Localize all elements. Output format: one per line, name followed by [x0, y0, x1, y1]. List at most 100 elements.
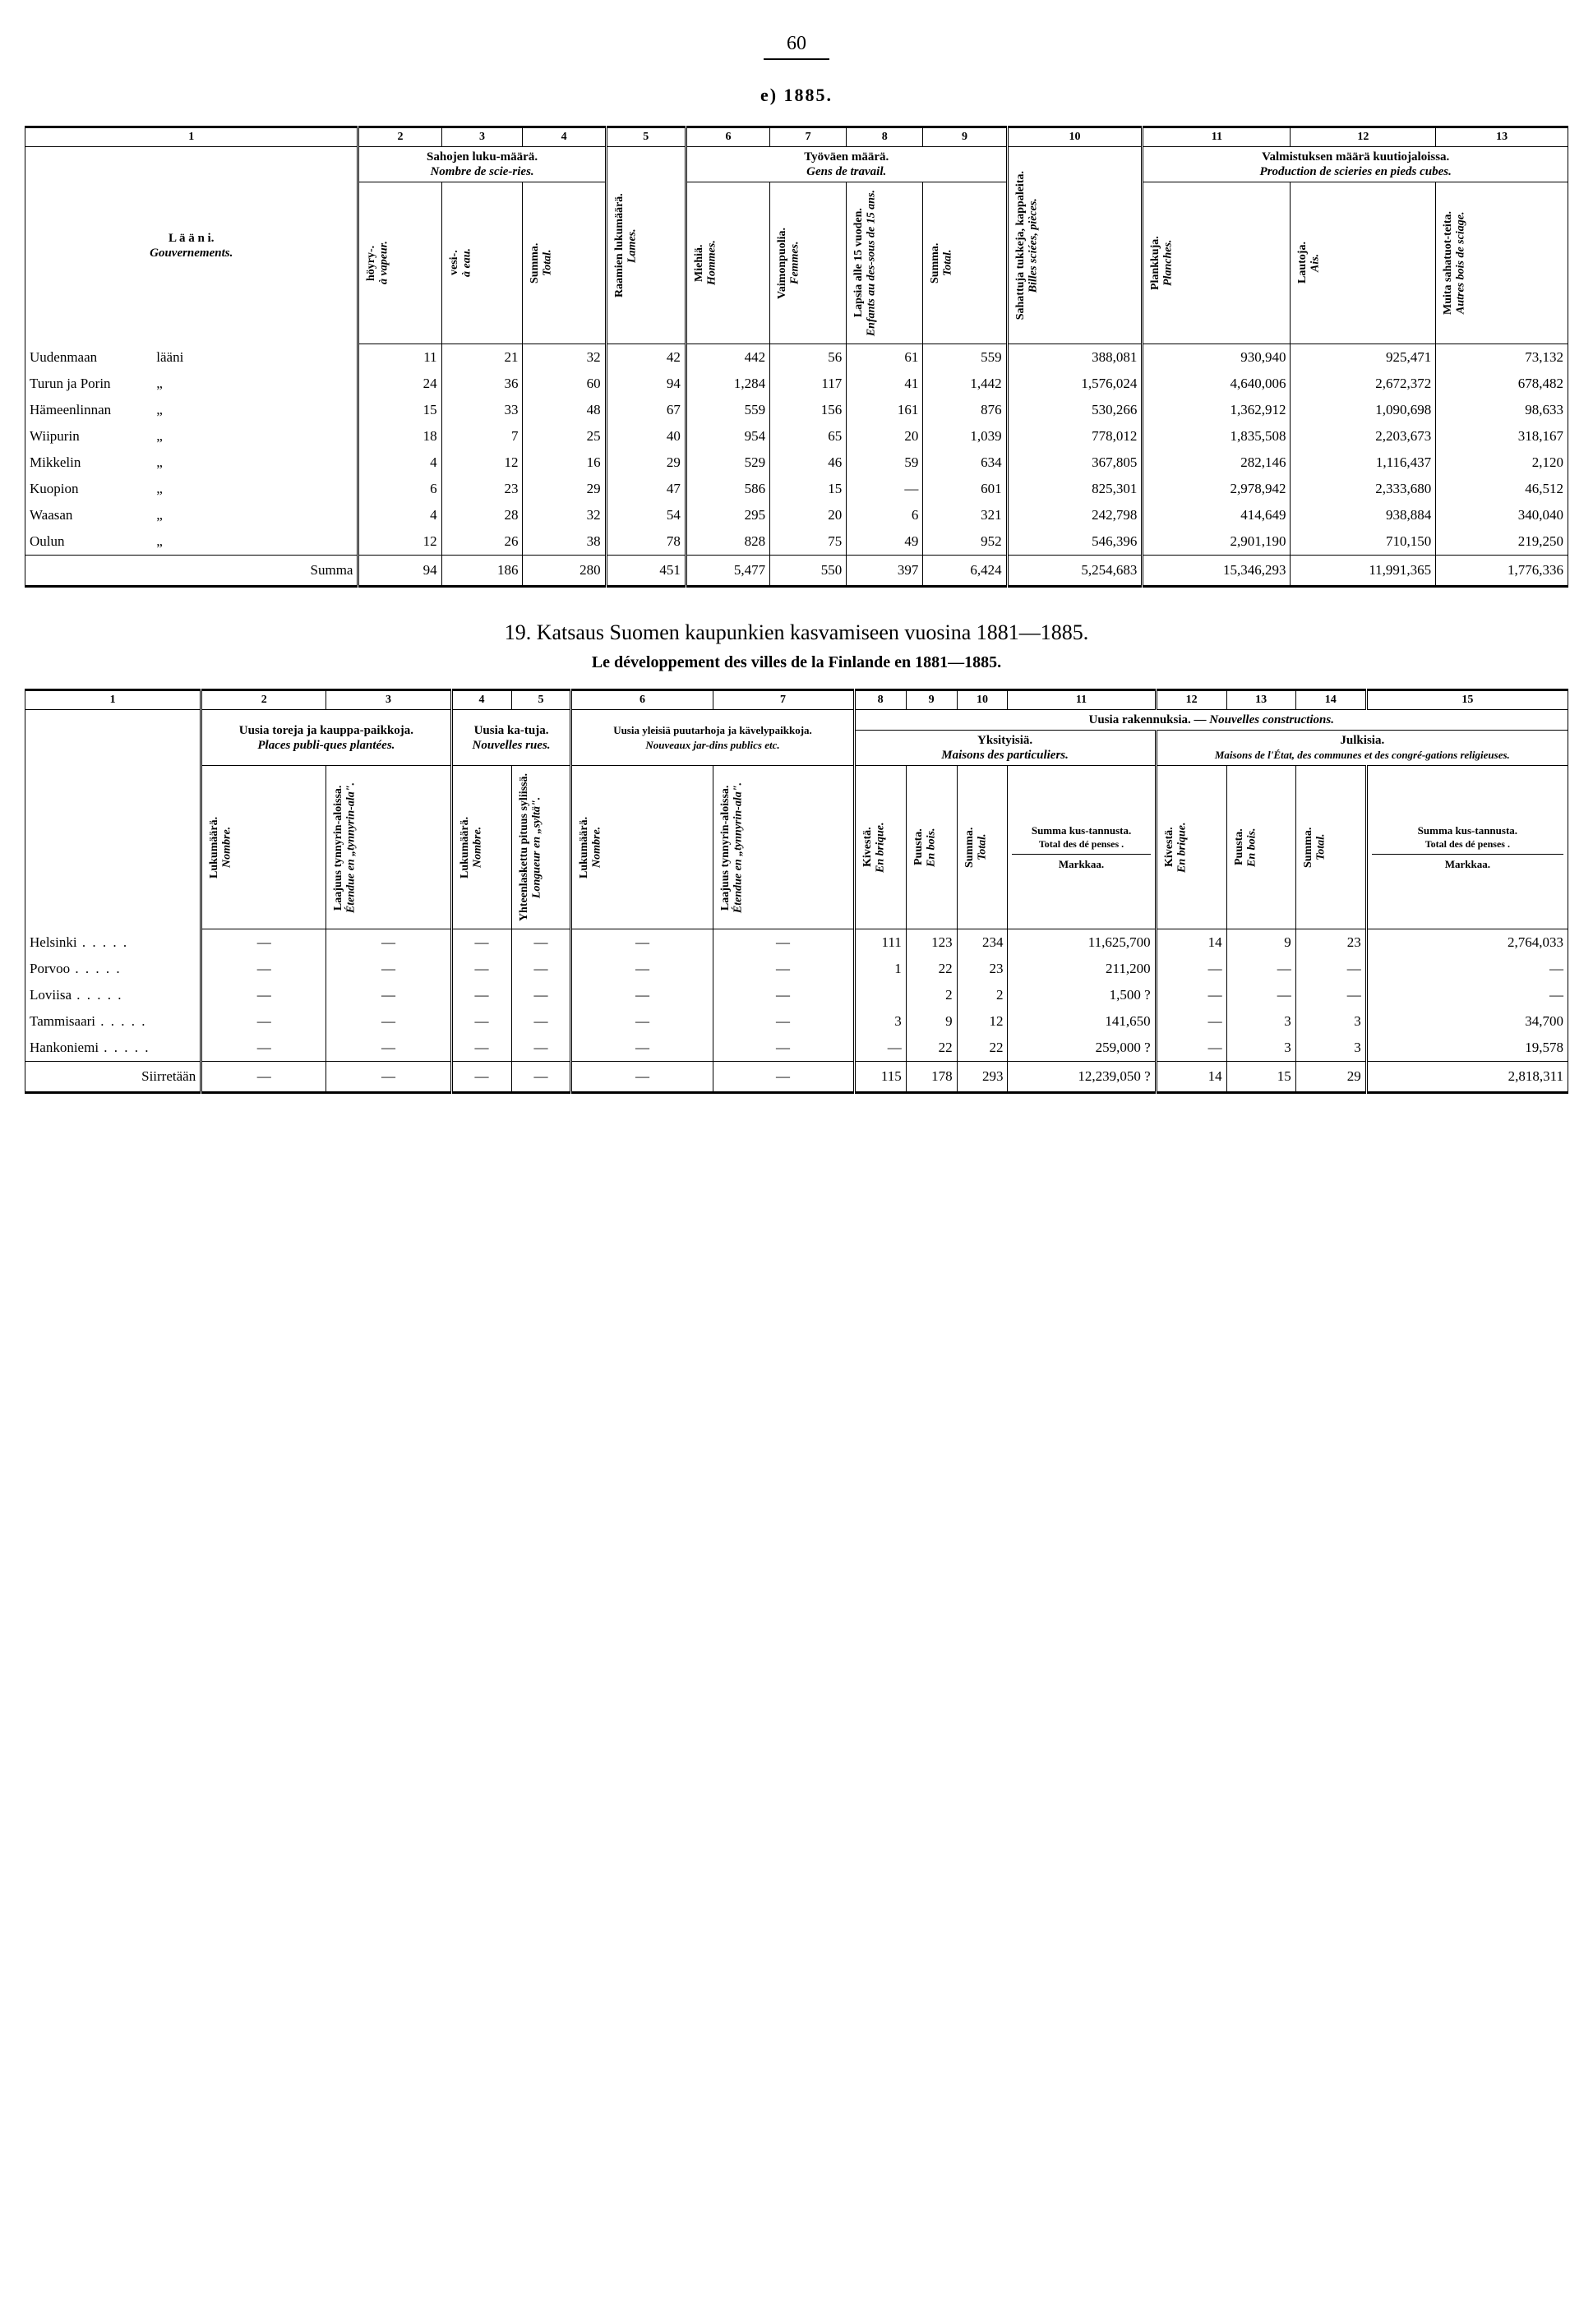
cell-name: Porvoo [25, 956, 201, 982]
cell: 54 [606, 502, 686, 528]
sub-luku3: Lukumäärä.Nombre. [571, 766, 713, 929]
cell: 530,266 [1007, 397, 1143, 423]
cell: — [571, 1035, 713, 1062]
cell: — [1156, 982, 1226, 1008]
cell: 414,649 [1143, 502, 1291, 528]
cell: — [326, 1035, 451, 1062]
cell: 3 [1226, 1008, 1295, 1035]
t: Markkaa. [1372, 854, 1563, 871]
cell: 12 [441, 450, 523, 476]
t: En brique. [874, 822, 886, 872]
cell: 397 [847, 556, 923, 587]
cell: 20 [770, 502, 847, 528]
t: Vaimonpuolia. [776, 228, 788, 299]
t: Yksityisiä. [977, 734, 1032, 747]
cell: 75 [770, 528, 847, 556]
cell: — [713, 1008, 854, 1035]
cell: 259,000 ? [1008, 1035, 1156, 1062]
cell: — [451, 982, 511, 1008]
cell: 2,901,190 [1143, 528, 1291, 556]
t: Nouvelles constructions. [1209, 713, 1334, 726]
cell: 4 [358, 450, 441, 476]
cell: — [451, 1008, 511, 1035]
hdr-toreja: Uusia toreja ja kauppa-paikkoja. Places … [201, 710, 451, 766]
cell: 321 [923, 502, 1007, 528]
hdr-yks: Yksityisiä. Maisons des particuliers. [854, 731, 1156, 766]
cell: 24 [358, 371, 441, 397]
cell: 60 [523, 371, 606, 397]
cell: 29 [606, 450, 686, 476]
cell: 559 [923, 344, 1007, 371]
sum-row: Siirretään——————11517829312,239,050 ?141… [25, 1062, 1568, 1093]
cell: 451 [606, 556, 686, 587]
cell: 38 [523, 528, 606, 556]
colnum: 12 [1156, 690, 1226, 710]
colnum: 4 [451, 690, 511, 710]
sub-plank: Plankkuja.Planches. [1143, 182, 1291, 344]
table-row: Turun ja Porin „243660941,284117411,4421… [25, 371, 1568, 397]
t: à eau. [460, 249, 473, 278]
hdr-text-fr: Production de scieries en pieds cubes. [1260, 165, 1452, 178]
cell: 876 [923, 397, 1007, 423]
cell: 388,081 [1007, 344, 1143, 371]
cell: — [713, 982, 854, 1008]
t: Lapsia alle 15 vuoden. [852, 209, 865, 318]
cell: — [713, 956, 854, 982]
cell: 318,167 [1436, 423, 1568, 450]
cell: 2,764,033 [1366, 929, 1568, 957]
sum-row: Summa941862804515,4775503976,4245,254,68… [25, 556, 1568, 587]
cell: — [847, 476, 923, 502]
cell: — [1156, 1008, 1226, 1035]
cell: 15 [770, 476, 847, 502]
t: Summa. [1302, 828, 1314, 868]
cell: — [451, 1035, 511, 1062]
sub-lapsia: Lapsia alle 15 vuoden.Enfants au des-sou… [847, 182, 923, 344]
colnum: 11 [1143, 127, 1291, 147]
colnum: 3 [441, 127, 523, 147]
cell: — [1295, 956, 1366, 982]
cell: — [451, 956, 511, 982]
cell: 1,835,508 [1143, 423, 1291, 450]
cell-name: Helsinki [25, 929, 201, 957]
t: Enfants au des-sous de 15 ans. [866, 190, 878, 336]
cell: — [201, 982, 326, 1008]
cell: 5,477 [686, 556, 769, 587]
hdr-text: Sahattuja tukkeja, kappaleita. [1014, 171, 1027, 320]
t: En bois. [925, 828, 937, 866]
cell: 4 [358, 502, 441, 528]
cell: — [1226, 982, 1295, 1008]
cell: 930,940 [1143, 344, 1291, 371]
cell: — [511, 982, 571, 1008]
cell: 32 [523, 344, 606, 371]
cell: 211,200 [1008, 956, 1156, 982]
cell: — [326, 929, 451, 957]
cell: 3 [1295, 1008, 1366, 1035]
colnum: 4 [523, 127, 606, 147]
cell: 48 [523, 397, 606, 423]
cell-name: Kuopion „ [25, 476, 358, 502]
cell: 219,250 [1436, 528, 1568, 556]
cell: 46,512 [1436, 476, 1568, 502]
table-row: Waasan „4283254295206321242,798414,64993… [25, 502, 1568, 528]
cell: 2,672,372 [1291, 371, 1436, 397]
t: Miehiä. [693, 244, 705, 282]
cell: 36 [441, 371, 523, 397]
colnum: 13 [1436, 127, 1568, 147]
hdr-katuja: Uusia ka-tuja. Nouvelles rues. [451, 710, 571, 766]
t: Planches. [1162, 240, 1175, 286]
cell: 29 [523, 476, 606, 502]
cell: 15,346,293 [1143, 556, 1291, 587]
cell: 2 [957, 982, 1008, 1008]
cell-name: Oulun „ [25, 528, 358, 556]
t: Markkaa. [1012, 854, 1150, 871]
t: Lukumäärä. [208, 817, 220, 878]
t: höyry-. [365, 246, 377, 281]
t: Lautoja. [1296, 242, 1309, 284]
cell: 115 [854, 1062, 906, 1093]
sub-summa: Summa.Total. [957, 766, 1008, 929]
t: Total. [1314, 834, 1327, 861]
table-row: Kuopion „623294758615—601825,3012,978,94… [25, 476, 1568, 502]
hdr-text-fr: Nombre de scie-ries. [430, 165, 533, 178]
colnum: 15 [1366, 690, 1568, 710]
cell: 19,578 [1366, 1035, 1568, 1062]
